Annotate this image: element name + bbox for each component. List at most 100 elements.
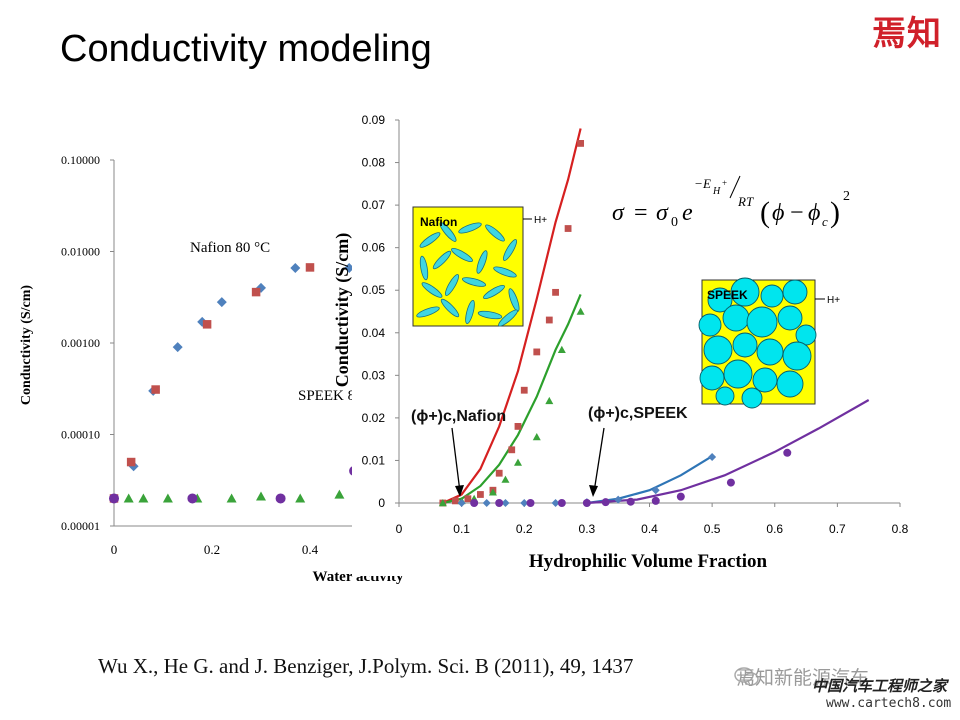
left-y-tick-label: 0.10000 bbox=[61, 153, 100, 167]
speek-schematic: SPEEK H+ bbox=[698, 277, 840, 409]
wechat-icon bbox=[734, 667, 759, 686]
right-data-point bbox=[477, 491, 484, 498]
left-data-point bbox=[226, 493, 237, 503]
left-data-point bbox=[216, 297, 227, 308]
right-y-tick-label: 0.04 bbox=[362, 326, 386, 340]
right-x-tick-label: 0 bbox=[396, 522, 403, 536]
slide-title: Conductivity modeling bbox=[60, 28, 432, 70]
nafion-schematic: Nafion H+ bbox=[412, 206, 547, 327]
right-y-tick-label: 0.02 bbox=[362, 411, 386, 425]
right-x-tick-label: 0.2 bbox=[516, 522, 533, 536]
left-data-point bbox=[123, 493, 134, 503]
right-data-point bbox=[508, 446, 516, 454]
left-x-tick-label: 0 bbox=[111, 542, 118, 557]
threshold-arrow-nafion bbox=[451, 427, 461, 493]
right-data-point bbox=[495, 469, 503, 477]
speek-cluster bbox=[760, 284, 784, 308]
left-data-point bbox=[202, 320, 212, 329]
speek-cluster bbox=[756, 338, 784, 366]
right-x-tick-label: 0.6 bbox=[766, 522, 783, 536]
svg-text:ϕ: ϕ bbox=[808, 200, 820, 226]
nafion-schematic-label: Nafion bbox=[420, 215, 457, 229]
svg-text:e: e bbox=[682, 200, 693, 226]
nafion-channel bbox=[458, 222, 482, 234]
nafion-channel bbox=[451, 247, 473, 263]
left-data-point bbox=[334, 489, 345, 499]
nafion-channel bbox=[416, 306, 440, 318]
speek-cluster bbox=[782, 341, 812, 371]
right-data-point bbox=[520, 499, 529, 507]
right-data-point bbox=[576, 307, 585, 315]
right-data-point bbox=[651, 496, 660, 505]
svg-text:ϕ: ϕ bbox=[772, 200, 784, 226]
right-data-point bbox=[601, 498, 610, 507]
citation: Wu X., He G. and J. Benziger, J.Polym. S… bbox=[98, 654, 634, 678]
left-data-point bbox=[138, 493, 149, 503]
left-data-point bbox=[305, 263, 315, 272]
left-x-tick-label: 0.2 bbox=[204, 542, 220, 557]
right-data-point bbox=[520, 386, 528, 394]
right-data-point bbox=[582, 499, 591, 507]
nafion-channel bbox=[493, 266, 517, 278]
nafion-channel bbox=[477, 310, 503, 320]
right-x-tick-label: 0.8 bbox=[892, 522, 909, 536]
right-data-point bbox=[708, 453, 717, 462]
speek-cluster bbox=[698, 313, 722, 337]
left-data-point bbox=[162, 493, 173, 503]
right-x-tick-label: 0.7 bbox=[829, 522, 846, 536]
svg-text:): ) bbox=[830, 196, 840, 229]
left-x-tick-label: 0.4 bbox=[302, 542, 319, 557]
watermark-url: www.cartech8.com bbox=[826, 696, 952, 711]
speek-cluster bbox=[782, 279, 808, 305]
svg-text:RT: RT bbox=[737, 194, 754, 209]
threshold-label-speek: (ϕ+)c,SPEEK bbox=[588, 405, 688, 422]
left-data-point bbox=[295, 493, 306, 503]
svg-text:E: E bbox=[702, 176, 711, 191]
threshold-label-nafion: (ϕ+)c,Nafion bbox=[411, 408, 506, 425]
right-y-tick-label: 0.01 bbox=[362, 453, 386, 467]
watermark-brand: 焉知新能源汽车 bbox=[736, 667, 870, 689]
annotation-nafion-80c: Nafion 80 °C bbox=[190, 240, 270, 256]
left-chart: 0.10000 0.01000 0.00100 0.00010 0.00001 0 0.2… bbox=[19, 153, 417, 585]
right-x-tick-label: 0.3 bbox=[579, 522, 596, 536]
nafion-channel bbox=[421, 282, 443, 298]
right-data-point bbox=[495, 499, 504, 507]
speek-cluster bbox=[722, 304, 750, 332]
speek-cluster bbox=[730, 277, 760, 307]
nafion-channel bbox=[476, 250, 488, 274]
left-y-axis-label: Conductivity (S/cm) bbox=[19, 285, 34, 406]
left-data-point bbox=[344, 263, 355, 274]
svg-text:c: c bbox=[822, 214, 828, 229]
right-y-tick-label: 0.08 bbox=[362, 156, 386, 170]
nafion-channel bbox=[440, 298, 460, 318]
left-data-point bbox=[151, 385, 160, 394]
speek-cluster bbox=[752, 367, 778, 393]
nafion-channel bbox=[419, 232, 441, 248]
speek-cluster bbox=[741, 387, 763, 409]
fit-curve bbox=[586, 399, 870, 505]
right-x-tick-label: 0.5 bbox=[704, 522, 721, 536]
right-data-point bbox=[482, 499, 491, 507]
right-data-point bbox=[470, 499, 479, 507]
right-chart-background bbox=[352, 116, 912, 576]
speek-cluster bbox=[703, 335, 733, 365]
svg-text:(: ( bbox=[760, 196, 770, 229]
threshold-arrow-speek bbox=[593, 427, 605, 493]
speek-cluster bbox=[777, 305, 803, 331]
svg-text:H: H bbox=[712, 186, 721, 197]
left-data-point bbox=[126, 457, 136, 467]
nafion-channel bbox=[483, 284, 505, 300]
right-data-point bbox=[676, 492, 685, 501]
right-y-tick-label: 0.03 bbox=[362, 368, 386, 382]
right-y-tick-label: 0.09 bbox=[362, 113, 386, 127]
left-data-point bbox=[275, 493, 286, 504]
left-data-point bbox=[172, 342, 183, 353]
speek-proton-label: H+ bbox=[827, 295, 840, 306]
right-data-point bbox=[532, 433, 541, 441]
right-data-point bbox=[464, 495, 472, 503]
right-data-point bbox=[545, 316, 553, 324]
conductivity-equation: σ = σ 0 e − E H + RT ( ϕ − ϕ c ) 2 bbox=[612, 175, 850, 230]
right-data-point bbox=[513, 458, 522, 466]
fit-curve bbox=[442, 128, 582, 505]
right-data-point bbox=[438, 499, 447, 507]
